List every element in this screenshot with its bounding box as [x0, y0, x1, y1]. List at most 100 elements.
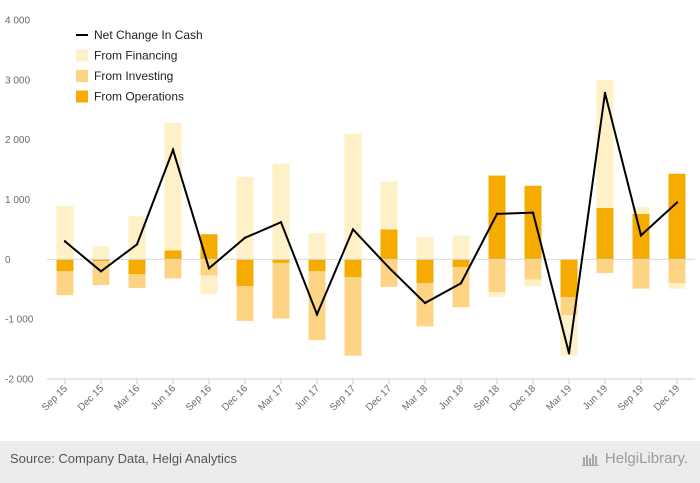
bar-segment	[668, 173, 686, 260]
library-logo-icon	[581, 453, 599, 466]
net-change-point	[495, 212, 499, 216]
net-change-point	[171, 148, 175, 152]
bar-segment	[56, 271, 74, 296]
bar-segment	[236, 286, 254, 321]
bar-segment	[416, 283, 434, 327]
bar-segment	[200, 275, 218, 295]
net-change-point	[387, 266, 391, 269]
y-tick-label: -1 000	[5, 315, 34, 326]
y-tick-label: 2 000	[5, 135, 30, 146]
x-tick-label: Jun 17	[293, 383, 322, 412]
bar-segment	[668, 283, 686, 289]
bar-segment	[164, 122, 182, 251]
bar-segment	[92, 261, 110, 286]
net-change-point	[279, 221, 283, 224]
net-change-point	[315, 313, 319, 316]
brand-name: HelgiLibrary.	[604, 450, 688, 467]
bar-segment	[488, 259, 506, 293]
bar-segment	[236, 176, 254, 260]
bar-segment	[56, 259, 74, 272]
chart-area: -2 000 -1 000 0 1 000 2 000 3 000 4 000 Sep 15 D…	[5, 16, 695, 414]
bar-segment	[236, 259, 254, 287]
x-tick-label: Sep 19	[616, 383, 646, 413]
net-change-point	[639, 234, 643, 237]
net-change-point	[459, 282, 463, 285]
net-change-point	[135, 243, 139, 246]
net-change-point	[63, 240, 67, 243]
x-tick-label: Sep 17	[328, 383, 358, 413]
bar-segment	[344, 133, 362, 260]
x-tick-label: Dec 15	[76, 383, 106, 413]
net-change-line	[64, 92, 678, 354]
net-change-point	[531, 211, 535, 214]
x-tick-label: Dec 18	[508, 383, 538, 413]
x-tick-label: Mar 17	[256, 383, 286, 413]
net-change-point	[351, 228, 355, 231]
source-text: Source: Company Data, Helgi Analytics	[10, 451, 237, 466]
bar-segment	[128, 274, 146, 289]
bar-segment	[272, 262, 290, 319]
y-tick-label: 4 000	[5, 16, 30, 27]
bar-segment	[416, 237, 434, 260]
bar-segment	[56, 206, 74, 260]
x-tick-label: Jun 19	[581, 383, 610, 412]
bar-segment	[668, 259, 686, 284]
bar-segment	[596, 207, 614, 260]
x-tick-label: Jun 16	[149, 383, 178, 412]
bar-segment	[164, 259, 182, 279]
bar-segment	[380, 229, 398, 260]
x-tick-label: Dec 19	[652, 383, 682, 413]
bar-segment	[308, 271, 326, 341]
bar-segment	[272, 163, 290, 260]
x-tick-label: Sep 18	[472, 383, 502, 413]
x-tick-label: Dec 16	[220, 383, 250, 413]
bar-segment	[308, 259, 326, 272]
bar-segment	[344, 259, 362, 278]
legend-label: From Financing	[94, 49, 177, 63]
bar-segment	[452, 235, 470, 260]
bar-segment	[632, 259, 650, 289]
y-tick-label: 0	[5, 255, 11, 266]
legend-label: Net Change In Cash	[94, 28, 203, 42]
x-tick-label: Mar 16	[112, 383, 142, 413]
legend-swatch	[76, 49, 88, 62]
net-change-point	[207, 267, 211, 270]
bar-segment	[524, 279, 542, 287]
x-tick-label: Sep 16	[184, 383, 214, 413]
x-tick-label: Mar 19	[544, 383, 574, 413]
legend-swatch	[76, 70, 88, 82]
net-change-point	[603, 91, 607, 95]
net-change-point	[243, 236, 247, 239]
bar-segment	[380, 259, 398, 287]
bar-segment	[380, 181, 398, 230]
bar-segment	[560, 297, 578, 315]
y-tick-label: 3 000	[5, 75, 30, 86]
footer: Source: Company Data, Helgi Analytics He…	[0, 441, 700, 483]
net-change-point	[99, 270, 103, 273]
bar-segment	[560, 259, 578, 298]
net-change-point	[423, 301, 427, 305]
bar-segment	[272, 259, 290, 263]
bar-segment	[416, 259, 434, 284]
bar-segment	[488, 292, 506, 298]
bar-segment	[452, 259, 470, 268]
net-change-point	[567, 352, 571, 355]
y-tick-label: -2 000	[5, 375, 34, 386]
x-tick-label: Jun 18	[437, 383, 466, 412]
x-tick-label: Mar 18	[400, 383, 430, 413]
bar-segment	[596, 259, 614, 274]
bar-segment	[92, 246, 110, 260]
x-tick-label: Dec 17	[364, 383, 394, 413]
brand[interactable]: HelgiLibrary.	[581, 450, 688, 467]
bar-segment	[632, 206, 650, 214]
bar-segment	[164, 250, 182, 260]
bar-segment	[92, 259, 110, 262]
net-change-point	[675, 201, 679, 204]
legend-label: From Investing	[94, 69, 173, 83]
legend-label: From Operations	[94, 90, 184, 104]
bar-segment	[128, 216, 146, 260]
bar-segment	[524, 259, 542, 280]
bar-segment	[524, 185, 542, 260]
bar-segment	[488, 175, 506, 260]
